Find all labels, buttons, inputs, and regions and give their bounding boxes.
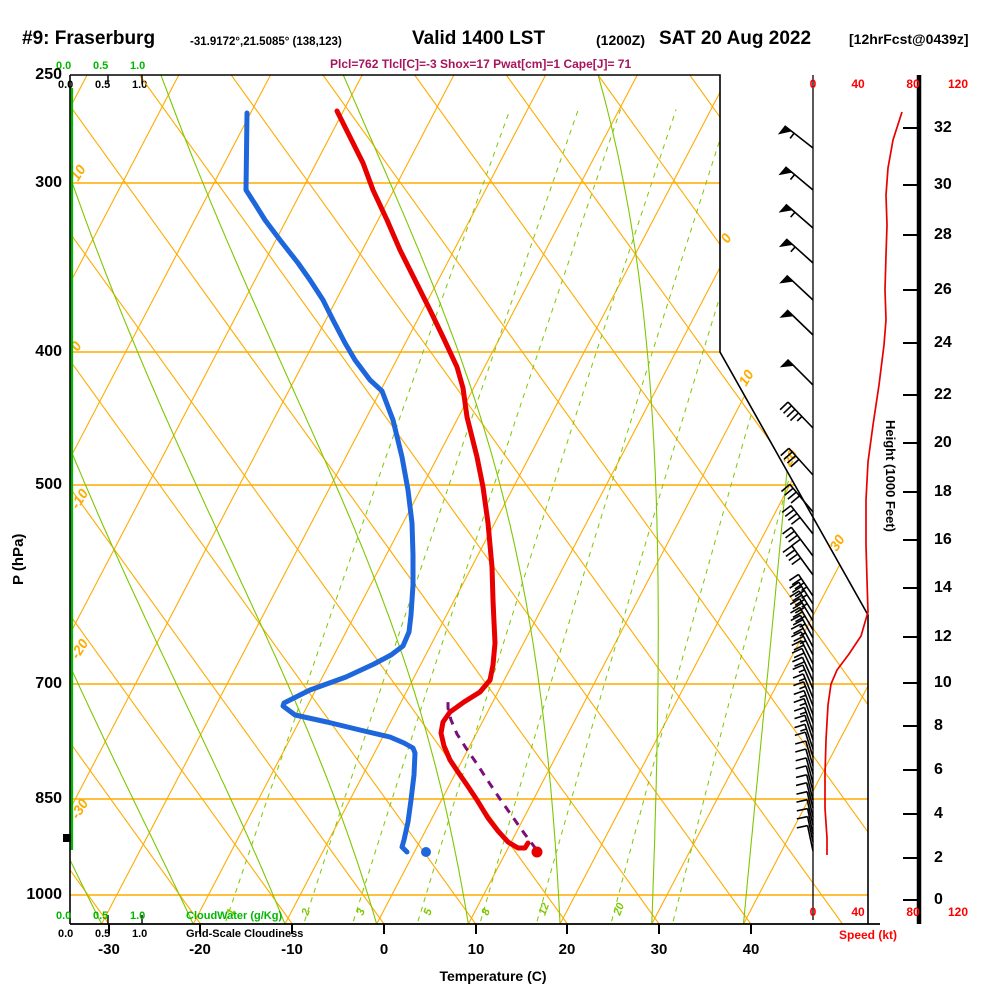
height-tick-label: 32 xyxy=(934,119,952,136)
speed-tick-label: 120 xyxy=(947,905,969,919)
speed-tick-label: 40 xyxy=(851,77,865,91)
height-axis-title: Height (1000 Feet) xyxy=(883,420,898,532)
forecast-tag: [12hrFcst@0439z] xyxy=(849,31,969,47)
pressure-tick-label: 250 xyxy=(35,66,62,83)
height-tick-label: 28 xyxy=(934,226,952,243)
speed-tick-label: 0 xyxy=(809,905,817,919)
pressure-tick-label: 400 xyxy=(35,343,62,360)
surface-dew-dot xyxy=(421,847,431,857)
gridcloud-scale-bottom: 0.0 0.5 1.0 xyxy=(58,928,148,940)
svg-text:30: 30 xyxy=(826,532,848,554)
temp-tick-label: 20 xyxy=(558,941,576,958)
pressure-tick-label: 850 xyxy=(35,790,62,807)
svg-text:10: 10 xyxy=(735,367,757,389)
cloudwater-scale-top: 0.0 0.5 1.0 xyxy=(56,60,146,72)
height-tick-label: 24 xyxy=(934,334,952,351)
cloudwater-label: CloudWater (g/Kg) xyxy=(186,910,283,922)
svg-text:12: 12 xyxy=(537,901,552,917)
station-coords: -31.9172°,21.5085° (138,123) xyxy=(190,36,342,48)
valid-date: SAT 20 Aug 2022 xyxy=(659,28,812,49)
temp-tick-label: 30 xyxy=(650,941,668,958)
height-tick-label: 10 xyxy=(934,674,952,691)
height-tick-label: 14 xyxy=(934,579,952,596)
temp-tick-label: 40 xyxy=(742,941,760,958)
speed-tick-label: 80 xyxy=(906,77,920,91)
pressure-tick-label: 700 xyxy=(35,675,62,692)
height-tick-label: 30 xyxy=(934,176,952,193)
temp-tick-label: 10 xyxy=(467,941,485,958)
pressure-tick-label: 1000 xyxy=(26,886,62,903)
valid-zulu: (1200Z) xyxy=(596,32,646,48)
temp-tick-label: 0 xyxy=(379,941,389,958)
surface-temp-dot xyxy=(531,846,543,858)
height-tick-label: 18 xyxy=(934,483,952,500)
sounding-stats-line: Plcl=762 Tlcl[C]=-3 Shox=17 Pwat[cm]=1 C… xyxy=(330,57,632,71)
svg-text:1: 1 xyxy=(225,907,238,917)
svg-text:8: 8 xyxy=(480,906,494,917)
valid-time: Valid 1400 LST xyxy=(412,28,546,49)
gridcloud-label: Grid-Scale Cloudiness xyxy=(186,928,304,940)
height-tick-label: 12 xyxy=(934,628,952,645)
temp-tick-label: -10 xyxy=(281,941,303,958)
svg-text:3: 3 xyxy=(355,907,368,917)
temp-tick-label: -30 xyxy=(98,941,120,958)
svg-text:20: 20 xyxy=(611,901,627,918)
height-tick-label: 2 xyxy=(934,849,943,866)
height-tick-label: 6 xyxy=(934,761,943,778)
svg-text:5: 5 xyxy=(422,906,436,917)
station-title: #9: Fraserburg xyxy=(22,28,156,49)
pressure-axis-title: P (hPa) xyxy=(10,533,27,585)
height-tick-label: 16 xyxy=(934,531,952,548)
height-tick-label: 8 xyxy=(934,717,943,734)
cloudwater-scale-bottom: 0.0 0.5 1.0 xyxy=(56,910,146,922)
speed-tick-label: 0 xyxy=(809,77,817,91)
height-tick-label: 26 xyxy=(934,281,952,298)
temperature-axis-title: Temperature (C) xyxy=(439,968,547,984)
speed-tick-label: 80 xyxy=(906,905,920,919)
svg-text:2: 2 xyxy=(299,907,313,918)
height-tick-label: 20 xyxy=(934,434,952,451)
height-tick-label: 22 xyxy=(934,386,952,403)
speed-tick-label: 40 xyxy=(851,905,865,919)
pressure-tick-label: 500 xyxy=(35,476,62,493)
speed-tick-label: 120 xyxy=(947,77,969,91)
temp-tick-label: -20 xyxy=(189,941,211,958)
speed-axis-title: Speed (kt) xyxy=(838,928,898,942)
height-tick-label: 0 xyxy=(934,891,943,908)
height-tick-label: 4 xyxy=(934,805,943,822)
pressure-tick-label: 300 xyxy=(35,174,62,191)
